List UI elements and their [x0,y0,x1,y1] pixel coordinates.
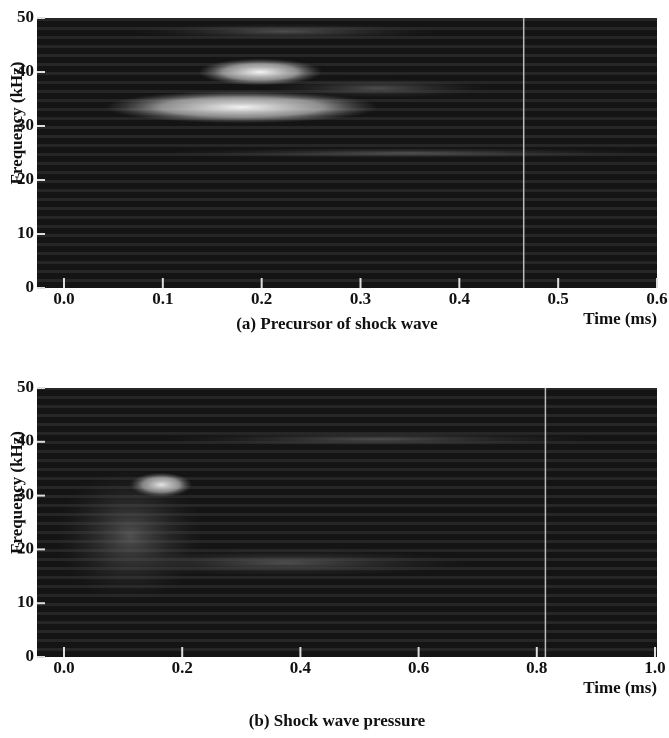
x-tick-label: 0.5 [548,289,569,308]
y-axis-label: Frequency (kHz) [7,431,26,554]
x-tick-label: 0.4 [449,289,471,308]
y-tick-label: 50 [17,7,34,26]
spectral-energy [161,432,595,446]
y-tick-label: 10 [17,592,34,611]
y-tick-label: 20 [17,169,34,188]
y-tick-label: 20 [17,538,34,557]
x-tick-label: 0.6 [646,289,667,308]
caption: (b) Shock wave pressure [249,711,426,730]
x-tick-label: 0.2 [251,289,272,308]
x-axis-label: Time (ms) [583,678,657,697]
spectral-energy [198,58,323,86]
spectral-energy [99,549,471,577]
y-tick-label: 0 [26,646,35,665]
x-tick-label: 0.8 [526,658,547,677]
y-tick-label: 30 [17,485,34,504]
x-tick-label: 0.2 [172,658,193,677]
x-tick-label: 0.0 [53,289,74,308]
caption: (a) Precursor of shock wave [236,314,438,333]
spectral-energy [130,23,440,40]
spectral-energy [266,78,490,98]
y-tick-label: 0 [26,277,35,296]
y-tick-label: 40 [17,61,34,80]
spectral-energy [161,147,657,159]
y-axis-label: Frequency (kHz) [7,62,26,185]
x-tick-label: 0.0 [53,658,74,677]
spectral-energy [55,468,205,604]
x-tick-label: 0.1 [152,289,173,308]
x-tick-label: 0.6 [408,658,429,677]
x-tick-label: 1.0 [644,658,665,677]
y-tick-label: 40 [17,431,34,450]
y-tick-label: 10 [17,223,34,242]
x-tick-label: 0.3 [350,289,371,308]
y-tick-label: 50 [17,377,34,396]
x-tick-label: 0.4 [290,658,312,677]
spectral-energy [105,90,378,124]
x-axis-label: Time (ms) [583,309,657,328]
y-tick-label: 30 [17,115,34,134]
